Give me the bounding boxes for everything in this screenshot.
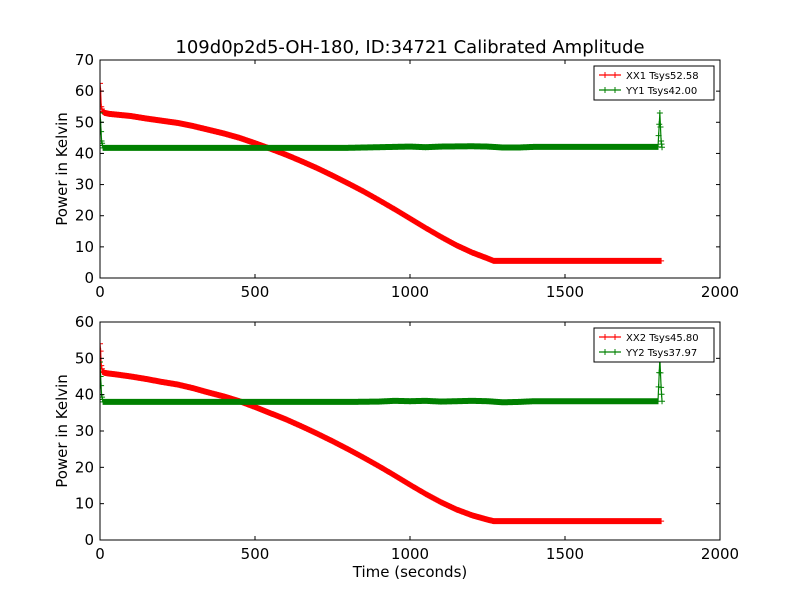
- x-axis-label: Time (seconds): [352, 563, 468, 581]
- series-xx2: [100, 340, 665, 525]
- x-tick-label: 500: [241, 283, 270, 301]
- legend-entry: YY2 Tsys37.97: [625, 348, 697, 359]
- legend-box: [593, 65, 715, 101]
- legend-marker: [602, 334, 618, 340]
- legend-entry: XX1 Tsys52.58: [626, 71, 699, 82]
- x-tick-label: 0: [95, 545, 105, 563]
- series-markers: [100, 355, 666, 406]
- series-line: [100, 343, 662, 522]
- series-markers: [100, 109, 666, 151]
- legend-entry: YY1 Tsys42.00: [625, 86, 697, 97]
- y-tick-label: 10: [75, 495, 94, 513]
- y-tick-label: 50: [75, 349, 94, 367]
- y-tick-label: 30: [75, 176, 94, 194]
- y-tick-label: 60: [75, 313, 94, 331]
- legend-box: [593, 327, 715, 363]
- y-tick-label: 40: [75, 386, 94, 404]
- series-markers: [100, 340, 665, 525]
- y-tick-label: 70: [75, 51, 94, 69]
- x-tick-label: 2000: [701, 545, 739, 563]
- x-tick-label: 500: [241, 545, 270, 563]
- series-xx1: [100, 80, 665, 264]
- x-tick-label: 1500: [546, 545, 584, 563]
- y-tick-label: 0: [84, 269, 94, 287]
- y-tick-label: 0: [84, 531, 94, 549]
- x-tick-label: 1000: [391, 545, 429, 563]
- legend-entry: XX2 Tsys45.80: [626, 333, 699, 344]
- y-tick-label: 60: [75, 82, 94, 100]
- x-tick-label: 2000: [701, 283, 739, 301]
- x-tick-label: 1500: [546, 283, 584, 301]
- legend: XX2 Tsys45.80 YY2 Tsys37.97: [593, 327, 715, 363]
- y-axis-label: Power in Kelvin: [53, 112, 71, 226]
- legend-marker: [602, 349, 618, 355]
- x-tick-label: 1000: [391, 283, 429, 301]
- y-tick-label: 30: [75, 422, 94, 440]
- y-tick-label: 50: [75, 113, 94, 131]
- series-line: [100, 112, 663, 149]
- legend-marker: [602, 87, 618, 93]
- series-markers: [100, 80, 665, 264]
- series-yy2: [100, 355, 666, 406]
- series-line: [100, 358, 663, 403]
- y-tick-label: 40: [75, 144, 94, 162]
- x-tick-label: 0: [95, 283, 105, 301]
- legend: XX1 Tsys52.58 YY1 Tsys42.00: [593, 65, 715, 101]
- y-tick-label: 20: [75, 207, 94, 225]
- series-line: [100, 83, 662, 262]
- bottom-subplot: 0 500 1000 1500 2000 0 10 20 30 40 50 60 Power in Ke…: [53, 313, 739, 581]
- series-yy1: [100, 109, 666, 151]
- top-subplot: 0 500 1000 1500 2000 0 10 20 30 40 50 60 70 Power in …: [53, 51, 739, 301]
- legend-marker: [602, 72, 618, 78]
- y-axis-label: Power in Kelvin: [53, 374, 71, 488]
- y-tick-label: 10: [75, 238, 94, 256]
- y-tick-label: 20: [75, 458, 94, 476]
- figure-title: 109d0p2d5-OH-180, ID:34721 Calibrated Am…: [175, 37, 644, 58]
